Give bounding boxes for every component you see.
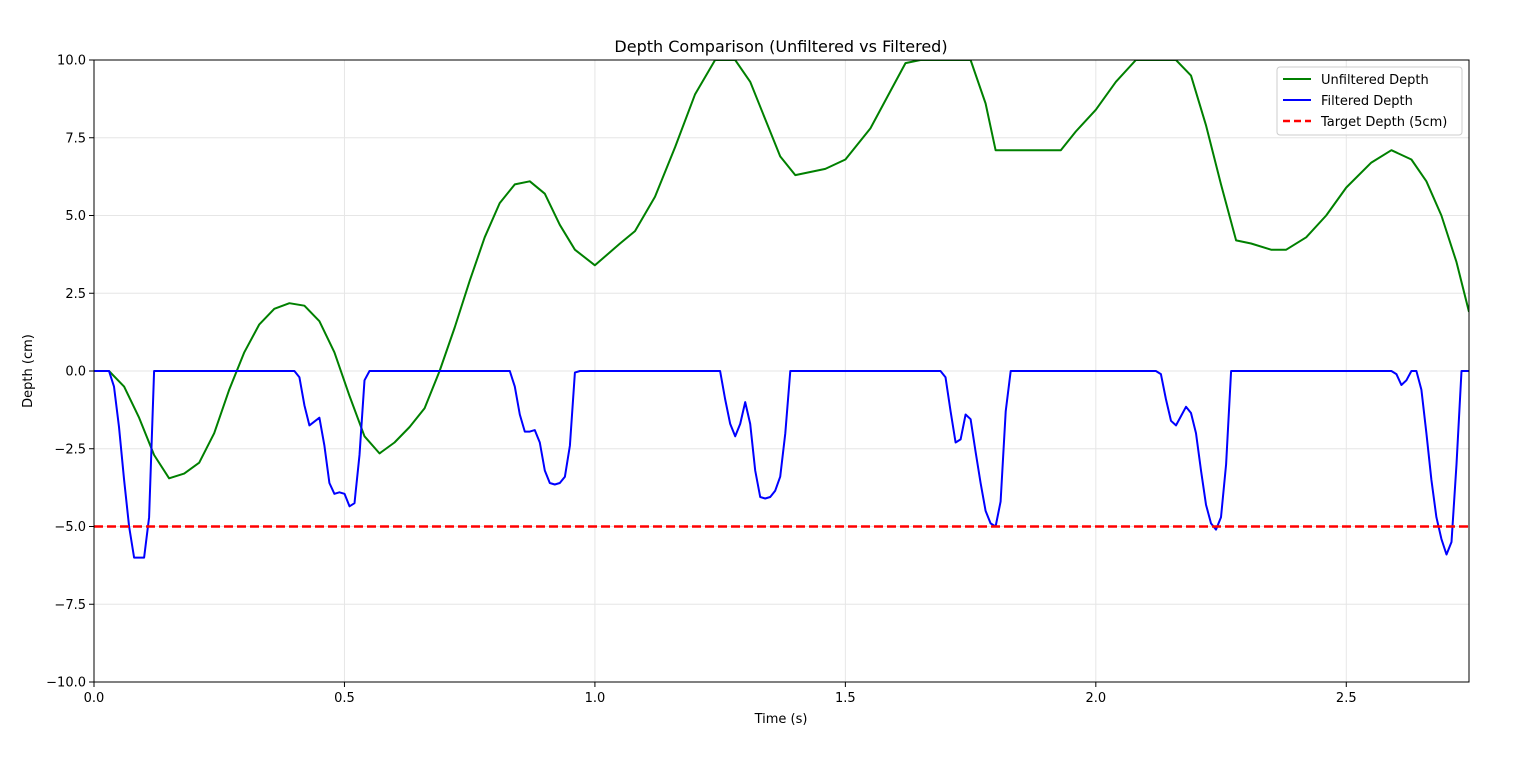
y-tick-label: 7.5 <box>65 131 86 146</box>
legend: Unfiltered Depth Filtered Depth Target D… <box>1276 66 1463 136</box>
y-tick-label: 2.5 <box>65 287 86 302</box>
y-tick-label: 0.0 <box>65 365 86 380</box>
series-layer <box>94 60 1469 559</box>
x-axis-label: Time (s) <box>754 712 808 727</box>
y-tick-label: 10.0 <box>57 54 86 69</box>
x-tick-label: 0.0 <box>84 691 105 706</box>
x-tick-label: 1.5 <box>835 691 856 706</box>
y-axis-ticks: −10.0 −7.5 −5.0 −2.5 0.0 2.5 5.0 7.5 10.0 <box>46 54 94 691</box>
filtered-depth-line <box>94 370 1469 559</box>
y-tick-label: −10.0 <box>46 676 86 691</box>
y-tick-label: −2.5 <box>54 442 86 457</box>
x-tick-label: 2.5 <box>1336 691 1357 706</box>
x-tick-label: 2.0 <box>1085 691 1106 706</box>
chart-title: Depth Comparison (Unfiltered vs Filtered… <box>614 37 947 56</box>
y-tick-label: −7.5 <box>54 598 86 613</box>
legend-label-target: Target Depth (5cm) <box>1320 115 1447 130</box>
legend-label-unfiltered: Unfiltered Depth <box>1321 73 1429 88</box>
y-tick-label: 5.0 <box>65 209 86 224</box>
unfiltered-depth-line <box>94 60 1469 480</box>
x-axis-ticks: 0.0 0.5 1.0 1.5 2.0 2.5 <box>84 682 1357 706</box>
legend-box <box>1276 66 1463 136</box>
x-tick-label: 1.0 <box>585 691 606 706</box>
y-tick-label: −5.0 <box>54 520 86 535</box>
y-axis-label: Depth (cm) <box>21 334 36 408</box>
x-tick-label: 0.5 <box>334 691 355 706</box>
legend-label-filtered: Filtered Depth <box>1321 94 1413 109</box>
